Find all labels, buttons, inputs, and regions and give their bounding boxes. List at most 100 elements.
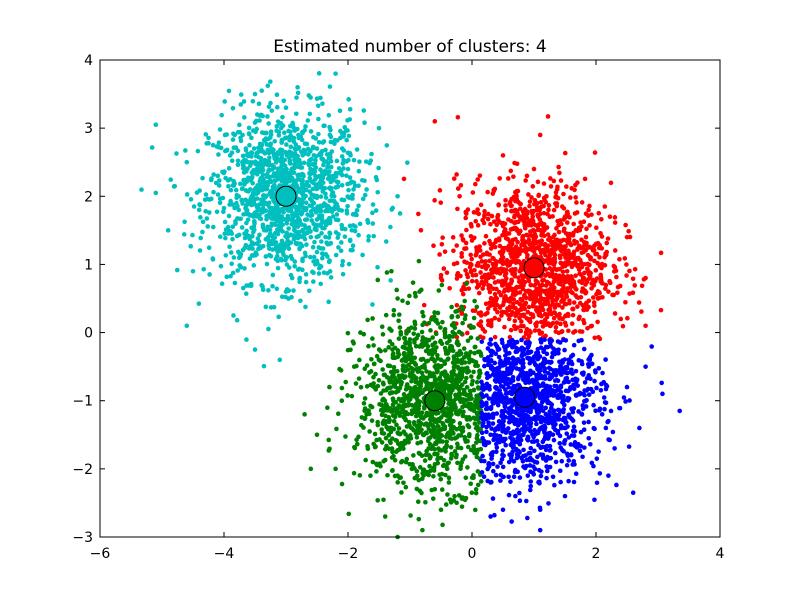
data-point [543,225,549,231]
data-point [494,445,500,450]
data-point [362,192,368,198]
data-point [300,178,305,183]
data-point [372,361,377,367]
data-point [260,287,266,293]
data-point [338,248,344,254]
data-point [488,295,494,301]
data-point [502,324,507,330]
data-point [303,272,309,277]
data-point [586,207,591,213]
data-point [476,402,481,408]
data-point [291,178,296,183]
data-point [512,245,518,251]
data-point [613,268,619,274]
data-point [260,149,266,154]
data-point [316,271,322,276]
data-point [497,364,502,370]
data-point [364,363,370,368]
data-point [559,248,564,254]
data-point [241,115,247,120]
data-point [300,182,306,187]
data-point [417,289,422,294]
chart-title: Estimated number of clusters: 4 [273,37,546,57]
data-point [564,462,570,468]
data-point [495,464,500,469]
data-point [478,353,484,358]
data-point [490,421,496,426]
data-point [338,128,343,134]
data-point [302,250,308,256]
data-point [500,448,506,453]
data-point [533,239,539,245]
data-point [326,299,331,305]
data-point [559,221,564,227]
data-point [522,214,528,219]
data-point [391,364,397,370]
data-point [534,204,540,210]
data-point [429,352,435,357]
data-point [414,486,420,492]
data-point [526,304,532,310]
data-point [211,189,216,195]
data-point [573,273,578,278]
data-point [464,392,469,398]
data-point [535,280,540,285]
data-point [339,481,345,487]
data-point [437,439,442,444]
data-point [385,426,391,432]
data-point [492,244,498,250]
data-point [521,447,526,453]
data-point [318,177,324,183]
data-point [228,250,234,255]
data-point [496,236,502,241]
data-point [494,222,500,228]
data-point [230,224,236,230]
data-point [537,308,543,313]
data-point [427,372,433,378]
data-point [476,211,482,217]
data-point [537,292,543,297]
data-point [593,251,598,257]
data-point [506,492,512,498]
data-point [423,430,429,436]
data-point [387,391,393,396]
data-point [272,139,278,144]
data-point [440,319,445,325]
data-point [478,319,484,324]
data-point [408,513,413,518]
cluster-3-points [479,337,682,533]
data-point [597,255,602,260]
data-point [605,419,610,425]
data-point [568,285,573,290]
data-point [534,305,540,310]
data-point [514,427,520,433]
data-point [295,161,301,166]
data-point [492,315,498,321]
data-point [346,97,351,102]
data-point [442,383,448,388]
data-point [277,357,283,363]
data-point [295,224,301,229]
data-point [564,451,570,457]
data-point [483,266,489,271]
data-point [373,387,379,392]
data-point [216,144,221,150]
data-point [313,157,318,163]
data-point [298,209,303,214]
data-point [409,411,415,417]
data-point [569,361,575,367]
data-point [339,182,345,188]
data-point [499,251,504,257]
data-point [370,302,375,307]
data-point [441,462,447,468]
data-point [354,441,360,447]
data-point [595,260,600,266]
data-point [394,410,400,415]
data-point [348,247,354,253]
data-point [509,196,514,202]
data-point [514,451,520,457]
data-point [391,372,396,377]
data-point [508,479,513,484]
data-point [334,158,340,164]
data-point [423,452,429,458]
